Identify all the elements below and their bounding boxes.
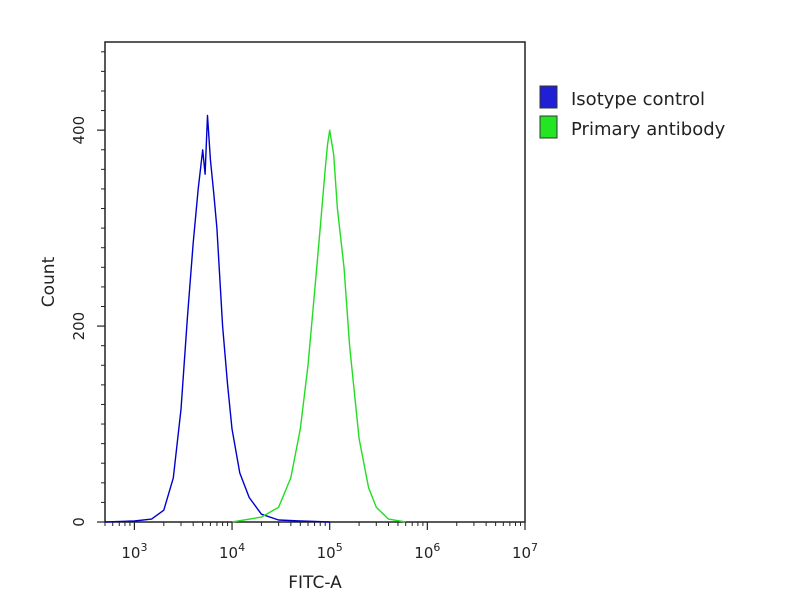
legend-label-isotype: Isotype control [571,89,705,110]
legend-swatch-isotype [539,85,558,109]
legend: Isotype control Primary antibody [539,85,726,140]
legend-swatch-primary [539,115,558,139]
y-tick-label-0: 0 [70,517,88,527]
legend-item-isotype: Isotype control [539,85,705,110]
series-layer [104,114,406,523]
legend-item-primary: Primary antibody [539,115,726,140]
y-tick-label-2: 400 [70,116,88,145]
legend-label-primary: Primary antibody [571,119,726,140]
x-axis-title: FITC-A [288,573,342,593]
series-line-1 [231,129,406,523]
series-line-0 [104,114,330,523]
y-axis-title: Count [39,256,59,307]
y-tick-label-1: 200 [70,312,88,341]
